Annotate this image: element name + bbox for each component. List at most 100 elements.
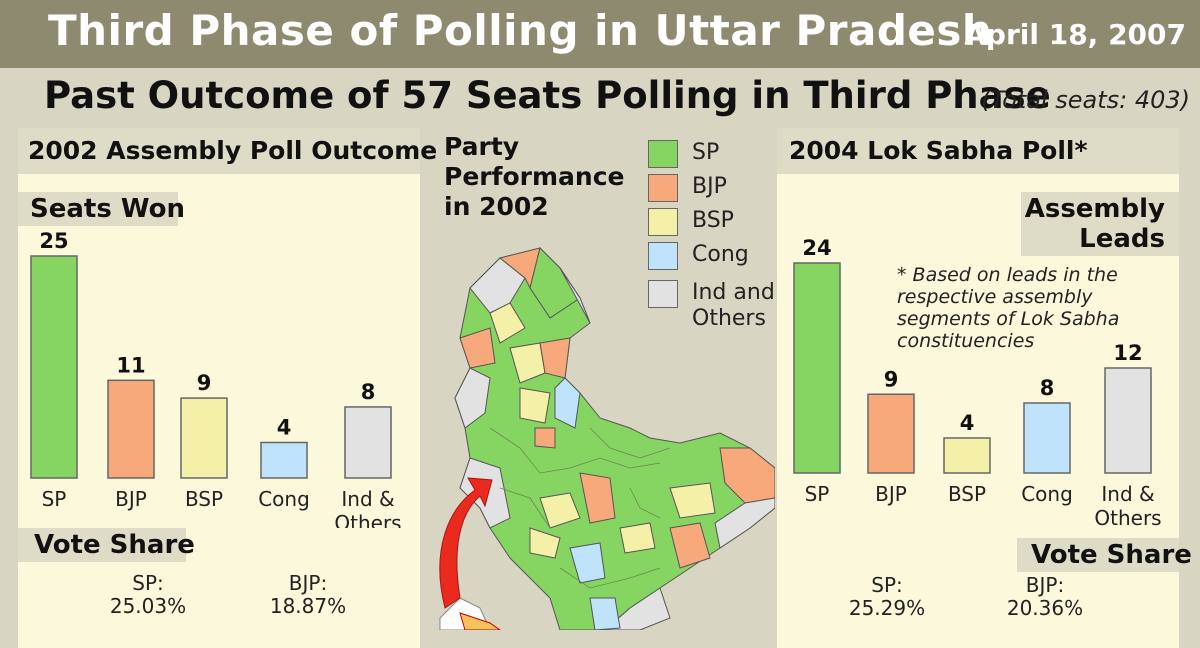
map-region-bjp [669,522,711,569]
category-label: Cong [1021,482,1073,506]
assembly-leads-line: Assembly [1024,194,1165,224]
seats-won-tag: Seats Won [18,192,185,226]
map-region-others [454,367,491,429]
category-label: Ind & [1101,482,1154,506]
panel-heading-bar: 2004 Lok Sabha Poll* [777,128,1179,174]
bar [793,262,841,474]
legend-swatch [648,140,678,168]
vote-share-label: Vote Share [1031,540,1192,570]
uttar-pradesh-map [439,247,775,630]
map-region-bsp [529,527,561,559]
vote-share-value: 25.03% [109,594,187,618]
bar [943,437,991,474]
bar-value-label: 4 [960,411,975,435]
vote-share-bjp: BJP: 18.87% [248,572,368,618]
map-title-line: Party [444,132,520,161]
panel-heading: 2002 Assembly Poll Outcome [28,136,438,165]
vote-share-tag: Vote Share [18,528,195,562]
bar [1104,367,1152,474]
map-region-bjp [534,427,556,449]
map-title: Party Performance in 2002 [444,132,624,222]
map-region-cong [589,597,621,630]
assembly-leads-tag: Assembly Leads [1021,192,1179,256]
category-label: Cong [258,487,310,511]
title-banner: Third Phase of Polling in Uttar Pradesh … [0,0,1200,68]
vote-share-value: 25.29% [848,596,926,620]
panel-heading-bar: 2002 Assembly Poll Outcome [18,128,437,174]
map-region-bjp [579,472,616,524]
vote-share-party: SP: [132,571,164,595]
bar-value-label: 11 [116,353,145,377]
legend-swatch [648,280,678,308]
bar-value-label: 8 [1040,376,1055,400]
map-region-bsp [539,492,581,529]
map-region-sp [529,247,581,319]
bar [344,406,392,479]
bar [30,255,78,479]
map-region-cong [569,542,606,584]
locator-arrow-icon [439,477,493,609]
category-label: SP [805,482,830,506]
map-region-bjp [719,447,775,504]
page-title: Third Phase of Polling in Uttar Pradesh [48,6,993,55]
legend-label: Cong [692,242,749,267]
map-region-cong [554,377,581,429]
bar-value-label: 9 [884,367,899,391]
map-region-bsp [619,522,656,554]
page-subtitle: Past Outcome of 57 Seats Polling in Thir… [44,74,1051,117]
bar [1023,402,1071,474]
legend-swatch [648,242,678,270]
panel-heading: 2004 Lok Sabha Poll* [789,136,1088,165]
seats-won-chart: 25 SP 11 BJP 9 BSP 4 Cong 8 Ind &Others [30,229,402,528]
bar [260,441,308,479]
category-label: Others [334,511,401,528]
map-region-others [559,267,591,324]
bar-value-label: 4 [277,415,292,439]
vote-share-party: SP: [871,573,903,597]
vote-share-value: 18.87% [269,594,347,618]
party-performance-map-section: Party Performance in 2002 SP BJP BSP Con… [430,128,775,630]
lok-sabha-2004-panel: 2004 Lok Sabha Poll* Assembly Leads * Ba… [777,128,1192,648]
assembly-2002-panel: 2002 Assembly Poll Outcome Seats Won 25 S… [18,128,437,648]
legend-label: BJP [692,174,727,199]
bar-value-label: 12 [1113,341,1142,365]
category-label: Others [1094,506,1161,528]
date-label: April 18, 2007 [964,18,1186,51]
vote-share-bjp: BJP: 20.36% [985,574,1105,620]
inset-highlight [459,612,501,630]
bar-value-label: 25 [39,229,68,253]
vote-share-party: BJP: [288,571,328,595]
bar [107,379,155,479]
vote-share-sp: SP: 25.03% [88,572,208,618]
map-region-bjp [539,337,571,379]
legend-swatch [648,174,678,202]
map-title-line: in 2002 [444,192,549,221]
vote-share-label: Vote Share [34,530,195,560]
bar-value-label: 9 [197,371,212,395]
category-label: BJP [875,482,907,506]
map-region-bsp [489,302,526,344]
seats-won-label: Seats Won [30,194,185,224]
assembly-leads-chart: 24 SP 9 BJP 4 BSP 8 Cong 12 Ind &Others [793,236,1162,528]
total-seats-note: (Total seats: 403) [981,86,1190,114]
legend-label: BSP [692,208,734,233]
legend-swatch [648,208,678,236]
assembly-leads-line: Leads [1079,224,1165,254]
vote-share-sp: SP: 25.29% [827,574,947,620]
bar-value-label: 8 [361,380,376,404]
category-label: SP [42,487,67,511]
category-label: BJP [115,487,147,511]
map-region-bsp [669,482,716,519]
vote-share-tag: Vote Share [1017,538,1192,572]
map-title-line: Performance [444,162,625,191]
map-region-others [469,257,526,314]
category-label: Ind & [341,487,394,511]
bar [867,393,915,474]
bar [180,397,228,479]
map-region-bsp [519,387,551,424]
category-label: BSP [948,482,986,506]
legend-label: Ind and Others [692,280,775,331]
map-region-bjp [459,327,496,369]
bar-value-label: 24 [802,236,831,260]
footnote: * Based on leads in the respective assem… [897,264,1120,352]
